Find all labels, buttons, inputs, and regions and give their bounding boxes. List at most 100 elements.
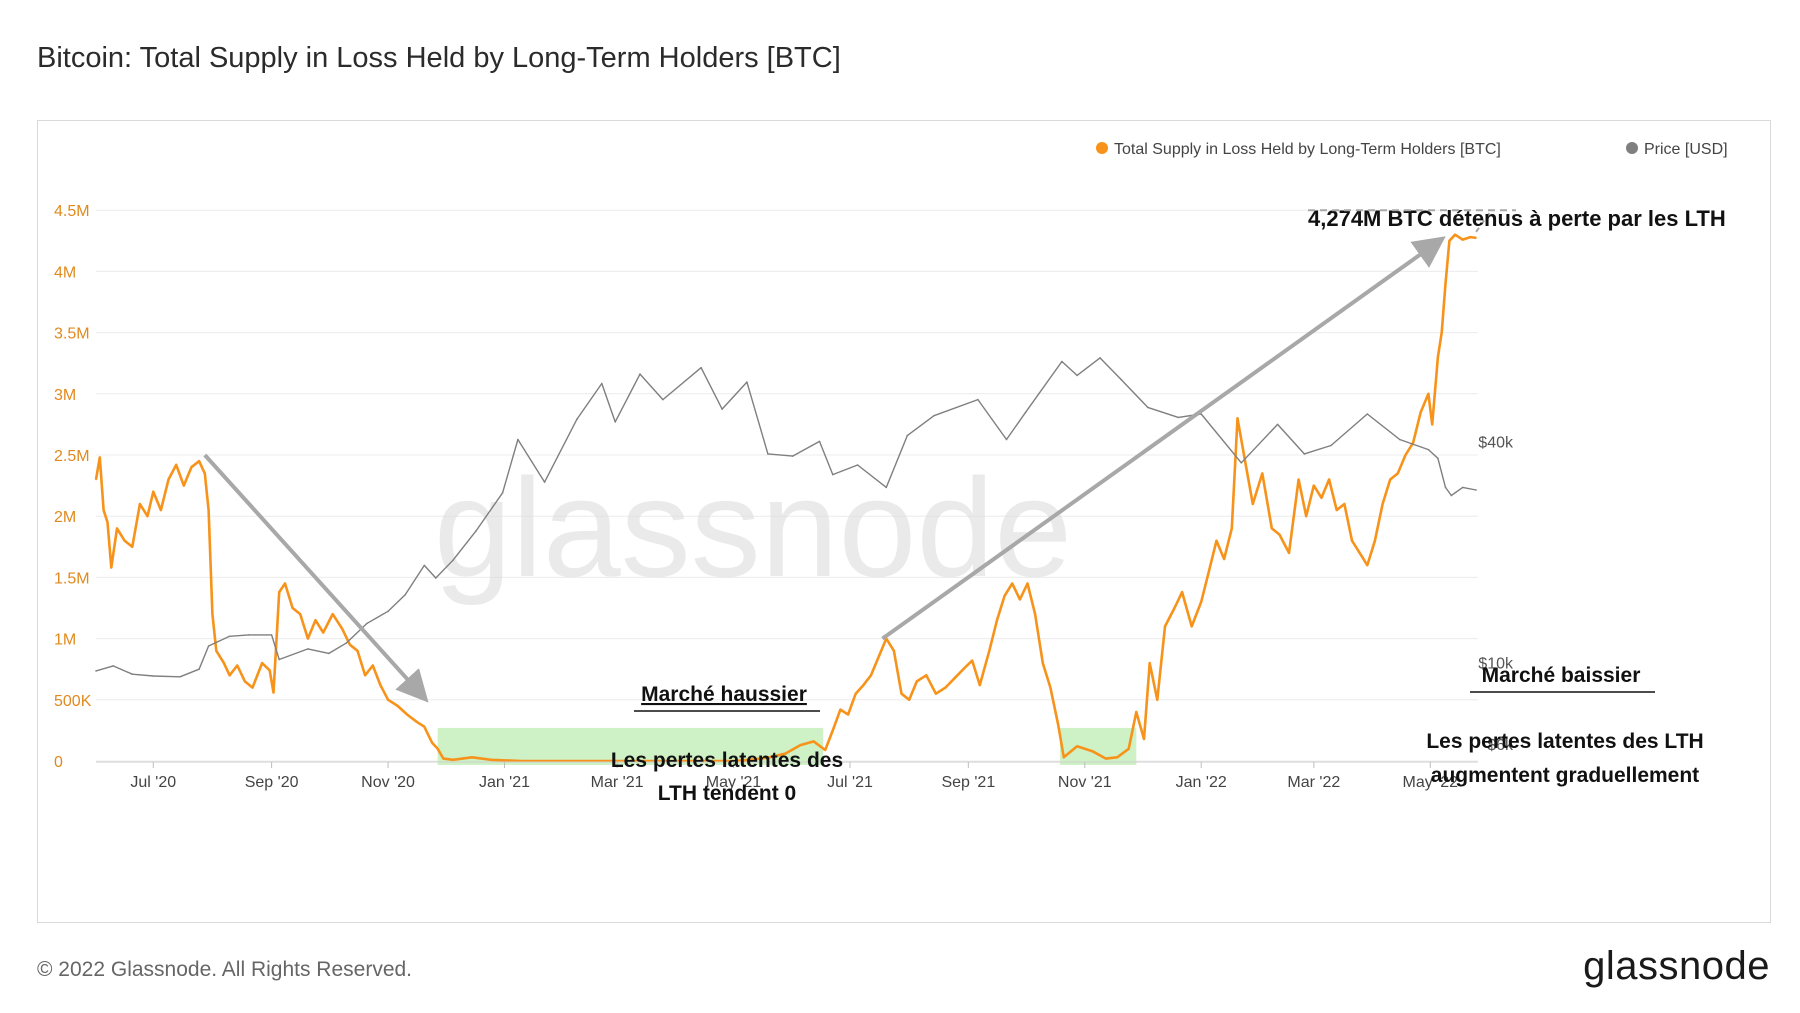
legend-label-price[interactable]: Price [USD] xyxy=(1644,141,1728,158)
supply-point xyxy=(1148,662,1151,664)
supply-point xyxy=(251,686,254,689)
supply-point xyxy=(847,713,849,716)
supply-point xyxy=(1389,478,1391,481)
supply-point xyxy=(749,759,752,761)
shaded-region-1 xyxy=(1059,727,1137,765)
supply-point xyxy=(131,546,134,548)
watermark: glassnode xyxy=(434,449,1072,606)
supply-point xyxy=(944,686,947,689)
supply-point xyxy=(832,729,834,732)
supply-point xyxy=(331,613,334,615)
supply-point xyxy=(877,656,880,658)
supply-point xyxy=(1063,756,1065,759)
price-point xyxy=(662,398,664,401)
supply-point xyxy=(1358,552,1361,554)
price-point xyxy=(933,414,935,417)
price-point xyxy=(791,455,794,457)
supply-point xyxy=(812,740,815,743)
supply-point xyxy=(244,680,246,683)
supply-point xyxy=(1135,711,1138,713)
supply-point xyxy=(1156,699,1159,701)
supply-point xyxy=(1223,558,1225,560)
legend-label-supply[interactable]: Total Supply in Loss Held by Long-Term H… xyxy=(1114,141,1501,158)
supply-point xyxy=(988,650,991,652)
y-left-tick-label: 4M xyxy=(54,264,76,281)
supply-point xyxy=(372,664,374,667)
supply-point xyxy=(1469,236,1472,238)
supply-point xyxy=(1200,601,1202,603)
supply-point xyxy=(236,664,239,667)
supply-point xyxy=(102,509,105,511)
supply-point xyxy=(215,650,218,652)
supply-point xyxy=(1236,417,1239,420)
supply-point xyxy=(799,744,802,746)
price-point xyxy=(1099,357,1101,359)
legend[interactable]: Total Supply in Loss Held by Long-Term H… xyxy=(1096,141,1728,158)
y-left-tick-label: 2.5M xyxy=(54,448,90,465)
supply-point xyxy=(1003,595,1006,597)
price-point xyxy=(198,668,200,670)
supply-point xyxy=(99,456,101,459)
glassnode-logo[interactable]: glassnode xyxy=(1583,944,1770,988)
y-left-tick-label: 4.5M xyxy=(54,203,90,220)
supply-point xyxy=(1454,233,1456,236)
x-tick-label: Sep '20 xyxy=(245,774,299,791)
supply-point xyxy=(490,759,492,761)
legend-dot-price xyxy=(1626,142,1638,154)
supply-point xyxy=(971,659,973,662)
price-point xyxy=(270,634,273,636)
supply-point xyxy=(1313,484,1315,487)
supply-point xyxy=(284,582,286,585)
supply-point xyxy=(1190,625,1193,628)
price-point xyxy=(307,648,309,650)
supply-point xyxy=(996,619,998,621)
supply-point xyxy=(431,741,433,744)
price-point xyxy=(247,634,250,636)
price-point xyxy=(885,486,888,489)
supply-point xyxy=(1208,570,1210,573)
supply-point xyxy=(580,760,582,762)
series-line-price xyxy=(95,357,1477,678)
price-point xyxy=(1061,360,1063,363)
annotation-bull-line2: LTH tendent 0 xyxy=(658,782,796,805)
price-point xyxy=(856,464,859,466)
supply-point xyxy=(1374,539,1376,542)
price-point xyxy=(501,492,504,494)
supply-point xyxy=(299,613,302,615)
y-right-tick-label: $6k xyxy=(1487,737,1514,754)
supply-point xyxy=(228,674,231,677)
price-point xyxy=(601,382,603,385)
price-point xyxy=(1303,453,1306,455)
price-point xyxy=(423,564,426,567)
supply-point xyxy=(1026,582,1029,585)
supply-point xyxy=(1397,472,1399,475)
supply-point xyxy=(1215,539,1218,542)
price-point xyxy=(576,418,578,420)
supply-point xyxy=(223,662,225,664)
supply-point xyxy=(839,708,842,711)
legend-dot-supply xyxy=(1096,142,1108,154)
y-left-tick-label: 0 xyxy=(54,754,63,771)
x-tick-label: May '21 xyxy=(706,774,762,791)
trend-arrow-1 xyxy=(881,236,1446,641)
price-point xyxy=(1444,486,1447,489)
supply-point xyxy=(110,566,113,569)
supply-point xyxy=(95,478,97,481)
price-point xyxy=(1276,423,1279,426)
y-left-tick-label: 3M xyxy=(54,387,76,404)
supply-point xyxy=(1011,582,1013,585)
x-tick-label: Nov '20 xyxy=(361,774,415,791)
supply-point xyxy=(1049,686,1052,689)
supply-point xyxy=(692,760,695,762)
supply-point xyxy=(870,674,872,677)
supply-point xyxy=(1244,460,1246,462)
price-point xyxy=(1120,378,1122,381)
supply-point xyxy=(1261,472,1264,475)
x-tick-label: May '22 xyxy=(1403,774,1459,791)
supply-point xyxy=(190,466,193,469)
annotation-bear-title: Marché baissier xyxy=(1482,664,1641,687)
supply-point xyxy=(1091,750,1094,752)
supply-point xyxy=(1231,527,1233,530)
price-point xyxy=(639,373,641,375)
supply-point xyxy=(198,460,200,462)
